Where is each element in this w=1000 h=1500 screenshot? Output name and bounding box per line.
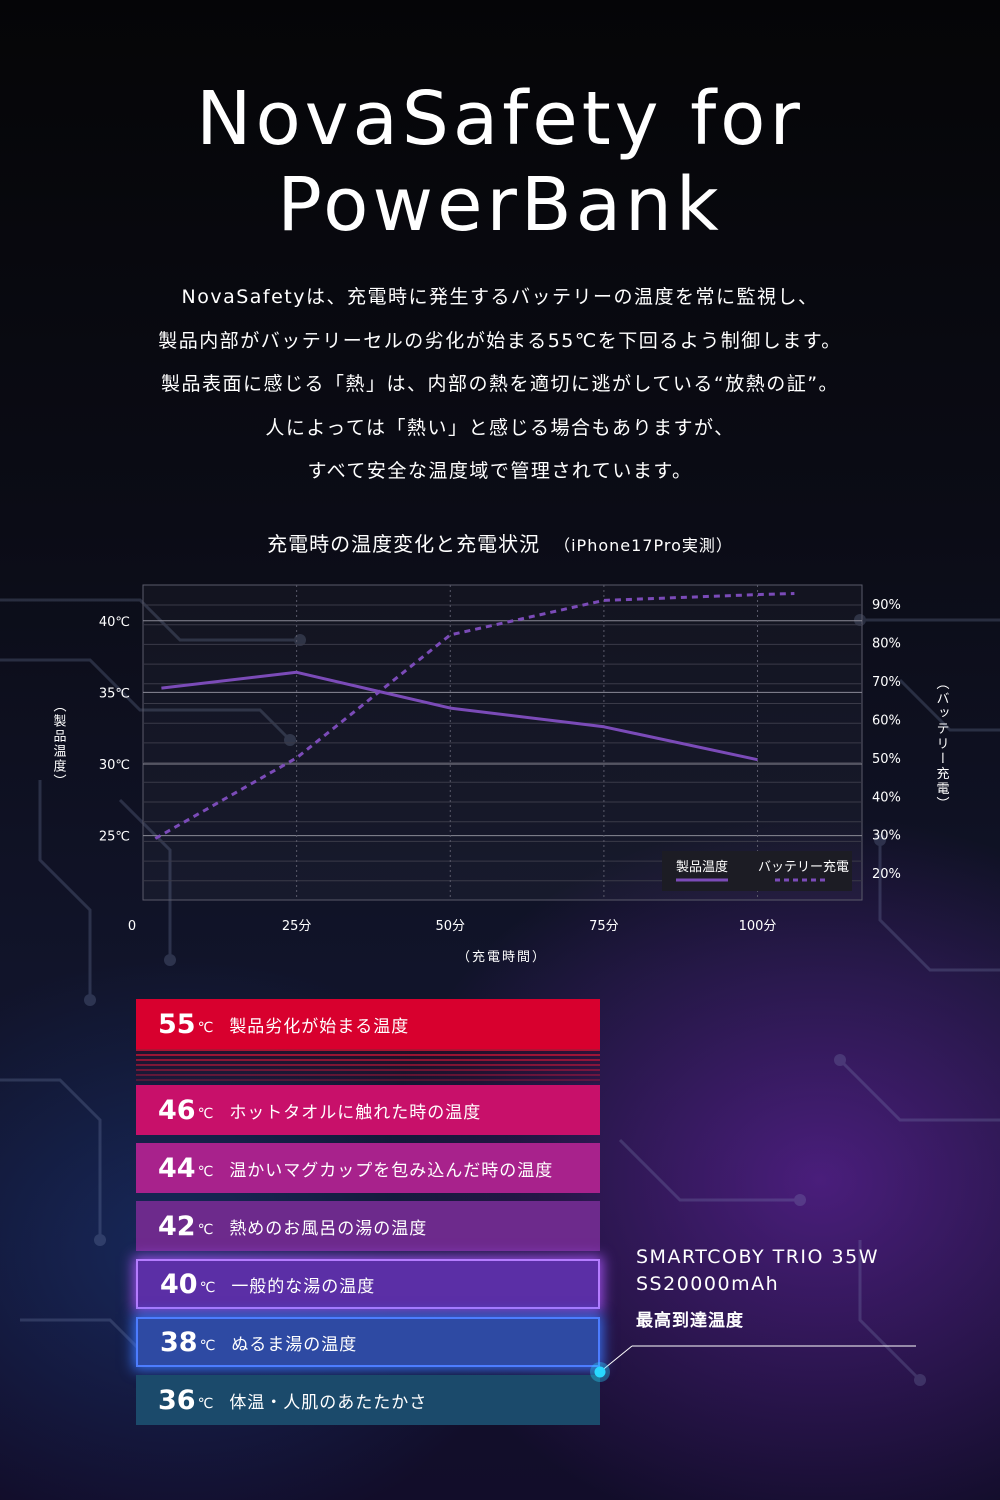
tier-unit: ℃	[199, 1338, 216, 1354]
x-tick-label: 75分	[589, 919, 619, 934]
product-name: SMARTCOBY TRIO 35W	[636, 1246, 879, 1268]
tier-label: 体温・人肌のあたたかさ	[229, 1392, 428, 1413]
product-max-temp-label: 最高到達温度	[636, 1311, 744, 1331]
tier-unit: ℃	[199, 1280, 216, 1296]
title-line-2: PowerBank	[277, 162, 723, 248]
tier-42: 42 ℃ 熱めのお風呂の湯の温度	[136, 1201, 600, 1251]
tier-38: 38 ℃ ぬるま湯の温度	[136, 1317, 600, 1367]
legend-label-charge: バッテリー充電	[758, 859, 849, 875]
tier-label: ぬるま湯の温度	[231, 1334, 358, 1355]
tier-unit: ℃	[197, 1222, 214, 1238]
chart-title-row: 充電時の温度変化と充電状況 （iPhone17Pro実測）	[0, 528, 1000, 557]
y-right-tick-label: 50%	[872, 752, 901, 767]
temperature-charge-chart: 40℃ 35℃ 30℃ 25℃ 90% 80% 70% 60% 50% 40% 30% 20% 0 25分…	[51, 584, 950, 965]
x-tick-label: 100分	[739, 919, 777, 934]
heat-gradient-stripes	[136, 1049, 600, 1083]
y-right-tick-label: 60%	[872, 713, 901, 728]
tier-unit: ℃	[197, 1164, 214, 1180]
tier-55: 55 ℃ 製品劣化が始まる温度	[136, 999, 600, 1049]
description-line: NovaSafetyは、充電時に発生するバッテリーの温度を常に監視し、	[181, 286, 819, 308]
tier-label: 一般的な湯の温度	[231, 1276, 376, 1297]
y-right-axis-label: （バッテリー充電）	[934, 677, 950, 812]
tier-unit: ℃	[197, 1106, 214, 1122]
y-left-axis-label: （製品温度）	[51, 699, 67, 789]
tier-44: 44 ℃ 温かいマグカップを包み込んだ時の温度	[136, 1143, 600, 1193]
tier-46: 46 ℃ ホットタオルに触れた時の温度	[136, 1085, 600, 1135]
tier-value: 55	[158, 1008, 196, 1040]
x-tick-label: 0	[128, 919, 136, 934]
tier-value: 46	[158, 1094, 196, 1126]
description-line: 人によっては「熱い」と感じる場合もありますが、	[265, 416, 735, 439]
tier-unit: ℃	[197, 1396, 214, 1412]
y-right-tick-label: 90%	[872, 598, 901, 613]
y-right-tick-label: 80%	[872, 637, 901, 652]
y-right-tick-label: 70%	[872, 675, 901, 690]
title-line-1: NovaSafety for	[196, 76, 804, 162]
description-line: 製品内部がバッテリーセルの劣化が始まる55℃を下回るよう制御します。	[158, 329, 842, 352]
legend-label-temperature: 製品温度	[676, 859, 728, 875]
chart-subtitle: （iPhone17Pro実測）	[554, 536, 733, 555]
tier-label: 熱めのお風呂の湯の温度	[229, 1218, 428, 1239]
description: NovaSafetyは、充電時に発生するバッテリーの温度を常に監視し、 製品内部…	[0, 276, 1000, 494]
legend-box	[662, 851, 852, 891]
tier-label: ホットタオルに触れた時の温度	[229, 1102, 482, 1123]
x-axis-label: （充電時間）	[457, 949, 547, 965]
y-left-tick-label: 30℃	[99, 758, 130, 773]
y-right-tick-label: 40%	[872, 790, 901, 805]
tier-unit: ℃	[197, 1020, 214, 1036]
tier-36: 36 ℃ 体温・人肌のあたたかさ	[136, 1375, 600, 1425]
description-line: すべて安全な温度域で管理されています。	[307, 460, 693, 482]
tier-value: 44	[158, 1152, 196, 1184]
chart-title: 充電時の温度変化と充電状況	[267, 532, 541, 556]
description-line: 製品表面に感じる「熱」は、内部の熱を適切に逃がしている“放熱の証”。	[160, 373, 840, 395]
y-left-tick-label: 40℃	[99, 615, 130, 630]
tier-value: 36	[158, 1384, 196, 1416]
y-right-tick-label: 20%	[872, 867, 901, 882]
x-tick-label: 25分	[282, 919, 312, 934]
product-callout: SMARTCOBY TRIO 35W SS20000mAh 最高到達温度	[636, 1244, 879, 1331]
y-right-tick-label: 30%	[872, 829, 901, 844]
product-capacity: SS20000mAh	[636, 1273, 780, 1295]
tier-40: 40 ℃ 一般的な湯の温度	[136, 1259, 600, 1309]
tier-label: 製品劣化が始まる温度	[229, 1016, 410, 1037]
x-tick-label: 50分	[435, 919, 465, 934]
temperature-series-line	[161, 670, 758, 762]
page-title: NovaSafety for PowerBank	[0, 76, 1000, 248]
y-left-tick-label: 35℃	[99, 686, 130, 701]
y-left-tick-label: 25℃	[99, 830, 130, 845]
tier-label: 温かいマグカップを包み込んだ時の温度	[229, 1160, 554, 1181]
tier-value: 40	[160, 1268, 198, 1300]
charge-series-line	[154, 592, 795, 840]
tier-value: 38	[160, 1326, 198, 1358]
tier-value: 42	[158, 1210, 196, 1242]
